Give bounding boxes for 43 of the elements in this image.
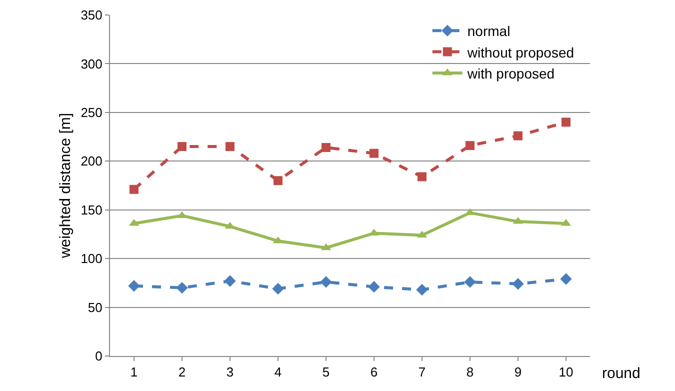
point	[370, 148, 378, 158]
x-tick-label: 3	[226, 364, 234, 380]
legend-label: normal	[467, 23, 510, 40]
y-tick-label: 200	[80, 154, 102, 169]
y-tick-label: 300	[80, 56, 102, 72]
x-tick-label: 6	[370, 364, 378, 380]
legend-label: without proposed	[466, 44, 574, 60]
x-tick-label: 8	[466, 364, 474, 380]
x-tick-label: 7	[418, 364, 426, 380]
x-tick-label: 10	[558, 364, 574, 380]
point	[274, 176, 282, 186]
point	[562, 118, 570, 127]
y-tick-label: 100	[80, 251, 102, 266]
legend-label: with proposed	[466, 65, 555, 82]
point	[514, 131, 522, 140]
x-tick-label: 1	[130, 364, 138, 380]
point	[512, 278, 524, 290]
y-tick-label: 350	[80, 8, 102, 23]
point	[418, 172, 426, 182]
point	[560, 273, 572, 285]
y-tick-label: 50	[88, 300, 102, 315]
point	[176, 282, 188, 294]
point	[178, 142, 186, 152]
y-tick-label: 150	[80, 202, 102, 218]
point	[128, 280, 140, 292]
x-tick-label: 2	[178, 364, 186, 380]
point	[320, 276, 332, 288]
x-tick-label: 4	[274, 364, 282, 380]
point	[226, 142, 234, 152]
y-axis-title: weighted distance [m]	[57, 112, 74, 260]
x-tick-label: 5	[322, 364, 330, 380]
point	[464, 276, 476, 288]
point	[224, 275, 236, 287]
point	[368, 280, 380, 293]
y-tick-label: 0	[95, 348, 102, 364]
point	[322, 143, 330, 152]
point	[466, 141, 474, 150]
y-tick-label: 250	[80, 104, 102, 120]
point	[272, 282, 284, 295]
point	[416, 284, 428, 296]
x-tick-label: 9	[514, 364, 522, 380]
point	[130, 184, 138, 194]
x-axis-title: round	[602, 365, 640, 382]
